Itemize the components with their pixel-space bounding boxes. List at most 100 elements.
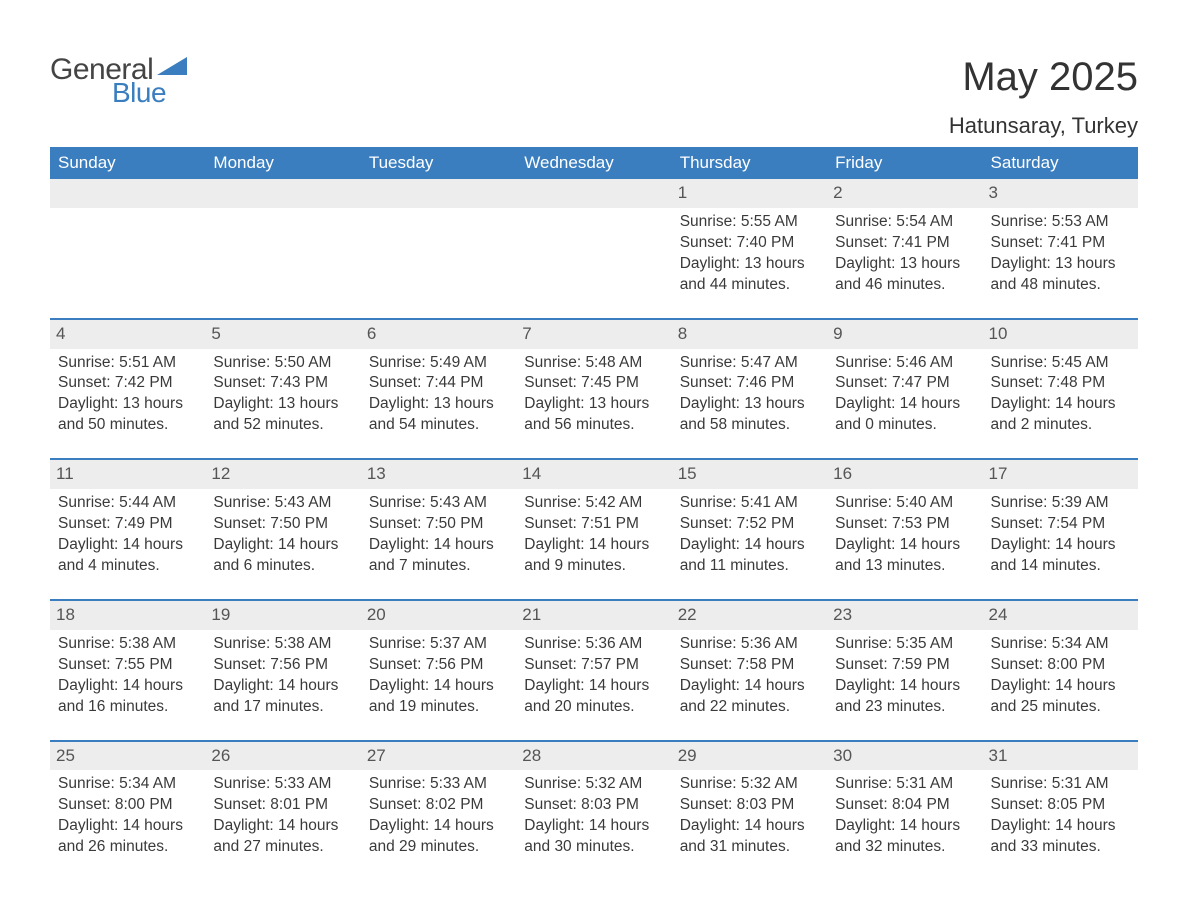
- weekday-header: Sunday: [50, 147, 205, 179]
- daylight-hours: 14: [1055, 677, 1072, 694]
- sunset-label: Sunset:: [213, 515, 270, 532]
- sunset-line: Sunset: 7:42 PM: [58, 373, 197, 394]
- daylight-minutes: 7: [399, 557, 408, 574]
- calendar-cell: .: [50, 179, 205, 319]
- sunrise-value: 5:45 AM: [1052, 354, 1109, 371]
- day-details: Sunrise: 5:43 AMSunset: 7:50 PMDaylight:…: [211, 493, 354, 577]
- sunrise-label: Sunrise:: [835, 635, 896, 652]
- daylight-label: Daylight:: [991, 395, 1056, 412]
- sunset-label: Sunset:: [524, 796, 581, 813]
- sunrise-label: Sunrise:: [524, 354, 585, 371]
- daylight-suffix: minutes.: [97, 557, 160, 574]
- calendar-body: ....1Sunrise: 5:55 AMSunset: 7:40 PMDayl…: [50, 179, 1138, 880]
- daylight-label: Daylight:: [835, 395, 900, 412]
- daylight-label: Daylight:: [835, 536, 900, 553]
- sunset-label: Sunset:: [369, 374, 426, 391]
- sunset-line: Sunset: 8:03 PM: [524, 795, 663, 816]
- day-details: Sunrise: 5:38 AMSunset: 7:56 PMDaylight:…: [211, 634, 354, 718]
- sunset-line: Sunset: 7:41 PM: [991, 233, 1130, 254]
- sunrise-value: 5:35 AM: [896, 635, 953, 652]
- day-details: Sunrise: 5:42 AMSunset: 7:51 PMDaylight:…: [522, 493, 665, 577]
- daylight-suffix: minutes.: [416, 838, 479, 855]
- daylight-suffix: minutes.: [727, 416, 790, 433]
- sunrise-line: Sunrise: 5:51 AM: [58, 353, 197, 374]
- sunset-line: Sunset: 7:49 PM: [58, 514, 197, 535]
- daylight-minutes: 25: [1021, 698, 1038, 715]
- daylight-hours: 14: [1055, 817, 1072, 834]
- daylight-hours: 14: [278, 817, 295, 834]
- sunset-value: 7:48 PM: [1047, 374, 1105, 391]
- daylight-minutes: 32: [865, 838, 882, 855]
- sunset-line: Sunset: 8:02 PM: [369, 795, 508, 816]
- sunset-label: Sunset:: [369, 656, 426, 673]
- weekday-header: Monday: [205, 147, 360, 179]
- sunrise-value: 5:39 AM: [1052, 494, 1109, 511]
- sunrise-value: 5:36 AM: [585, 635, 642, 652]
- daylight-label: Daylight:: [58, 817, 123, 834]
- calendar-cell: 11Sunrise: 5:44 AMSunset: 7:49 PMDayligh…: [50, 459, 205, 600]
- sunrise-line: Sunrise: 5:32 AM: [680, 774, 819, 795]
- sunrise-value: 5:55 AM: [741, 213, 798, 230]
- sunset-label: Sunset:: [680, 796, 737, 813]
- sunrise-line: Sunrise: 5:42 AM: [524, 493, 663, 514]
- logo: General Blue: [50, 55, 187, 107]
- sunset-line: Sunset: 7:44 PM: [369, 373, 508, 394]
- daylight-line: Daylight: 13 hours and 54 minutes.: [369, 394, 508, 436]
- day-number: 12: [205, 460, 360, 489]
- daylight-suffix: minutes.: [727, 698, 790, 715]
- day-details: Sunrise: 5:46 AMSunset: 7:47 PMDaylight:…: [833, 353, 976, 437]
- sunrise-value: 5:34 AM: [1052, 635, 1109, 652]
- day-details: Sunrise: 5:37 AMSunset: 7:56 PMDaylight:…: [367, 634, 510, 718]
- day-details: Sunrise: 5:43 AMSunset: 7:50 PMDaylight:…: [367, 493, 510, 577]
- day-details: Sunrise: 5:33 AMSunset: 8:02 PMDaylight:…: [367, 774, 510, 858]
- daylight-label: Daylight:: [991, 817, 1056, 834]
- sunrise-label: Sunrise:: [58, 354, 119, 371]
- day-details: Sunrise: 5:47 AMSunset: 7:46 PMDaylight:…: [678, 353, 821, 437]
- daylight-line: Daylight: 14 hours and 6 minutes.: [213, 535, 352, 577]
- daylight-label: Daylight:: [835, 255, 900, 272]
- day-number: 11: [50, 460, 205, 489]
- daylight-line: Daylight: 13 hours and 50 minutes.: [58, 394, 197, 436]
- sunset-label: Sunset:: [213, 656, 270, 673]
- calendar-cell: 6Sunrise: 5:49 AMSunset: 7:44 PMDaylight…: [361, 319, 516, 460]
- daylight-hours: 13: [900, 255, 917, 272]
- sunrise-value: 5:37 AM: [430, 635, 487, 652]
- daylight-minutes: 33: [1021, 838, 1038, 855]
- weekday-header: Saturday: [983, 147, 1138, 179]
- daylight-label: Daylight:: [680, 255, 745, 272]
- daylight-minutes: 23: [865, 698, 882, 715]
- daylight-line: Daylight: 13 hours and 44 minutes.: [680, 254, 819, 296]
- sunset-value: 7:41 PM: [1047, 234, 1105, 251]
- sunrise-line: Sunrise: 5:32 AM: [524, 774, 663, 795]
- daylight-hours: 14: [900, 536, 917, 553]
- day-number: 27: [361, 742, 516, 771]
- sunrise-label: Sunrise:: [213, 775, 274, 792]
- sunset-line: Sunset: 7:56 PM: [369, 655, 508, 676]
- daylight-suffix: minutes.: [883, 838, 946, 855]
- daylight-line: Daylight: 14 hours and 16 minutes.: [58, 676, 197, 718]
- daylight-label: Daylight:: [524, 536, 589, 553]
- day-number: 24: [983, 601, 1138, 630]
- day-number: 7: [516, 320, 671, 349]
- day-details: Sunrise: 5:49 AMSunset: 7:44 PMDaylight:…: [367, 353, 510, 437]
- daylight-hours: 14: [744, 677, 761, 694]
- daylight-label: Daylight:: [680, 817, 745, 834]
- day-number: 2: [827, 179, 982, 208]
- day-number: 29: [672, 742, 827, 771]
- sunrise-label: Sunrise:: [835, 775, 896, 792]
- sunset-label: Sunset:: [991, 656, 1048, 673]
- sunrise-line: Sunrise: 5:40 AM: [835, 493, 974, 514]
- day-details: Sunrise: 5:35 AMSunset: 7:59 PMDaylight:…: [833, 634, 976, 718]
- calendar-cell: 19Sunrise: 5:38 AMSunset: 7:56 PMDayligh…: [205, 600, 360, 741]
- logo-word-blue: Blue: [112, 79, 166, 107]
- sunrise-label: Sunrise:: [58, 775, 119, 792]
- daylight-line: Daylight: 14 hours and 33 minutes.: [991, 816, 1130, 858]
- calendar-cell: 1Sunrise: 5:55 AMSunset: 7:40 PMDaylight…: [672, 179, 827, 319]
- calendar-cell: 24Sunrise: 5:34 AMSunset: 8:00 PMDayligh…: [983, 600, 1138, 741]
- day-number: .: [50, 179, 205, 208]
- sunrise-value: 5:33 AM: [275, 775, 332, 792]
- daylight-label: Daylight:: [369, 395, 434, 412]
- sunset-value: 8:03 PM: [581, 796, 639, 813]
- sunrise-label: Sunrise:: [213, 635, 274, 652]
- daylight-hours: 14: [589, 536, 606, 553]
